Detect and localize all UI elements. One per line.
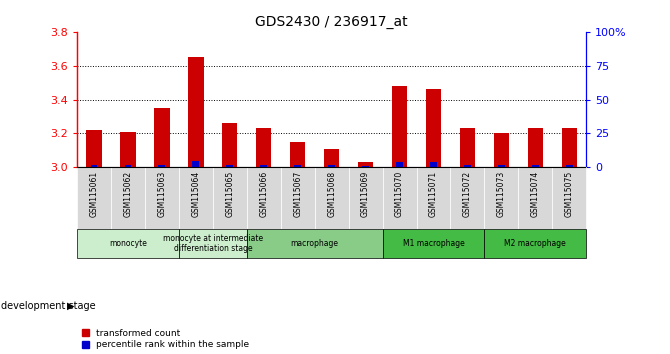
Bar — [426, 90, 441, 167]
Bar — [324, 149, 339, 167]
Bar — [294, 165, 301, 167]
Bar — [121, 132, 135, 167]
Bar — [290, 142, 306, 167]
Text: GSM115074: GSM115074 — [531, 170, 540, 217]
Bar — [528, 129, 543, 167]
Bar — [358, 162, 373, 167]
FancyBboxPatch shape — [484, 167, 519, 229]
Bar — [222, 123, 237, 167]
Text: GSM115071: GSM115071 — [429, 170, 438, 217]
Text: GSM115072: GSM115072 — [463, 170, 472, 217]
FancyBboxPatch shape — [213, 167, 247, 229]
FancyBboxPatch shape — [348, 167, 383, 229]
Text: GSM115065: GSM115065 — [225, 170, 234, 217]
FancyBboxPatch shape — [77, 229, 179, 258]
Text: GSM115068: GSM115068 — [327, 170, 336, 217]
Bar — [256, 129, 271, 167]
FancyBboxPatch shape — [247, 229, 383, 258]
FancyBboxPatch shape — [247, 167, 281, 229]
Text: GSM115075: GSM115075 — [565, 170, 574, 217]
Text: GSM115063: GSM115063 — [157, 170, 166, 217]
Text: M1 macrophage: M1 macrophage — [403, 239, 464, 248]
Bar — [532, 165, 539, 167]
Text: M2 macrophage: M2 macrophage — [505, 239, 566, 248]
FancyBboxPatch shape — [552, 167, 586, 229]
Bar — [154, 108, 170, 167]
Text: GSM115062: GSM115062 — [123, 170, 133, 217]
Bar — [396, 162, 403, 167]
Bar — [362, 166, 369, 167]
Title: GDS2430 / 236917_at: GDS2430 / 236917_at — [255, 16, 408, 29]
Bar — [494, 133, 509, 167]
Legend: transformed count, percentile rank within the sample: transformed count, percentile rank withi… — [82, 329, 249, 349]
Bar — [261, 165, 267, 167]
FancyBboxPatch shape — [383, 229, 484, 258]
Text: GSM115067: GSM115067 — [293, 170, 302, 217]
Text: GSM115069: GSM115069 — [361, 170, 370, 217]
Text: ▶: ▶ — [67, 301, 74, 311]
Text: GSM115064: GSM115064 — [192, 170, 200, 217]
Bar — [328, 165, 335, 167]
FancyBboxPatch shape — [179, 167, 213, 229]
Text: macrophage: macrophage — [291, 239, 338, 248]
FancyBboxPatch shape — [383, 167, 417, 229]
Bar — [392, 86, 407, 167]
FancyBboxPatch shape — [417, 167, 450, 229]
Bar — [192, 160, 199, 167]
FancyBboxPatch shape — [315, 167, 348, 229]
Bar — [566, 165, 573, 167]
Bar — [125, 165, 131, 167]
Bar — [464, 165, 471, 167]
Bar — [188, 57, 204, 167]
Text: GSM115073: GSM115073 — [497, 170, 506, 217]
Text: GSM115066: GSM115066 — [259, 170, 268, 217]
Bar — [561, 129, 577, 167]
FancyBboxPatch shape — [111, 167, 145, 229]
Bar — [430, 162, 437, 167]
Bar — [226, 165, 233, 167]
FancyBboxPatch shape — [484, 229, 586, 258]
Bar — [159, 165, 165, 167]
Text: GSM115061: GSM115061 — [90, 170, 98, 217]
FancyBboxPatch shape — [179, 229, 247, 258]
Bar — [498, 165, 505, 167]
Bar — [460, 129, 475, 167]
FancyBboxPatch shape — [145, 167, 179, 229]
Text: GSM115070: GSM115070 — [395, 170, 404, 217]
Text: monocyte at intermediate
differentiation stage: monocyte at intermediate differentiation… — [163, 234, 263, 253]
FancyBboxPatch shape — [77, 167, 111, 229]
FancyBboxPatch shape — [519, 167, 552, 229]
FancyBboxPatch shape — [281, 167, 315, 229]
Bar — [90, 165, 97, 167]
FancyBboxPatch shape — [450, 167, 484, 229]
Text: monocyte: monocyte — [109, 239, 147, 248]
Bar — [86, 130, 102, 167]
Text: development stage: development stage — [1, 301, 96, 311]
